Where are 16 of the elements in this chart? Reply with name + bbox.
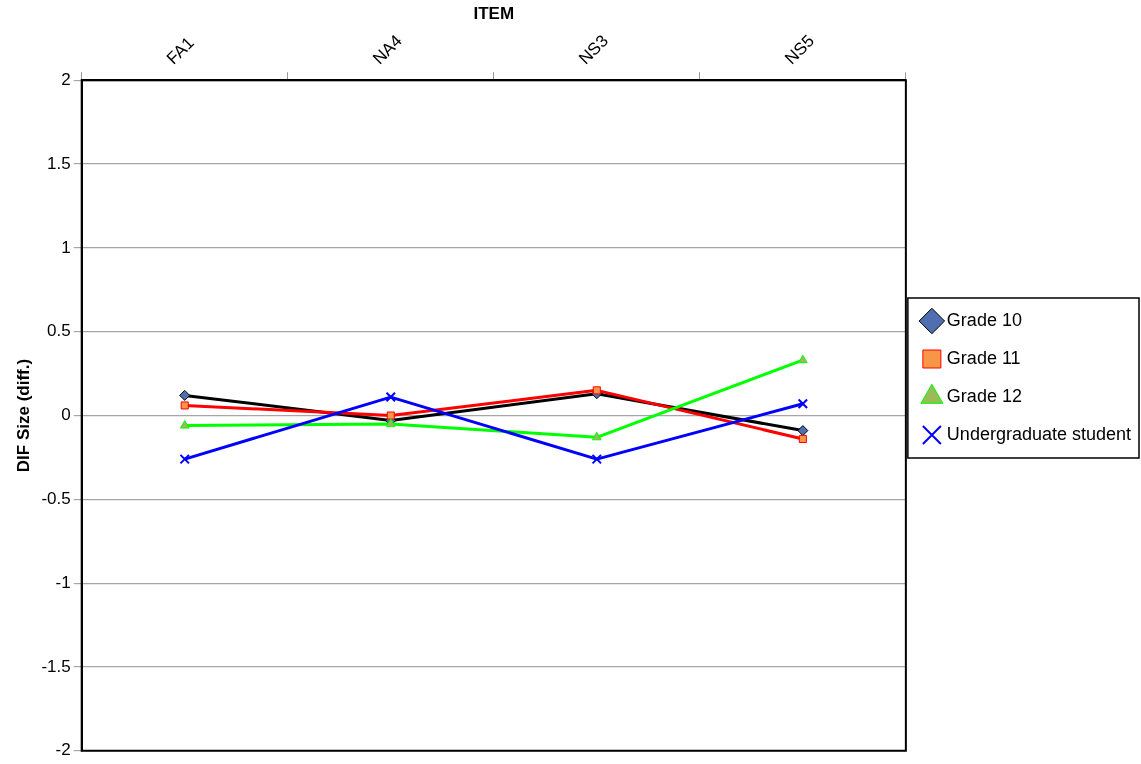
legend-label: Grade 11 <box>946 347 1021 368</box>
x-axis-title: ITEM <box>473 3 515 23</box>
y-tick-label: 2 <box>61 69 71 89</box>
legend-label: Grade 10 <box>946 309 1022 330</box>
y-tick-label: -1 <box>55 572 71 592</box>
y-axis-title: DIF Size (diff.) <box>13 358 33 473</box>
y-tick-label: -2 <box>55 740 71 760</box>
y-tick-label: 1 <box>61 237 71 257</box>
legend-label: Undergraduate student <box>946 423 1132 444</box>
y-tick-label: 1.5 <box>47 153 71 173</box>
y-tick-label: -1.5 <box>41 656 71 676</box>
y-tick-label: 0.5 <box>47 321 71 341</box>
y-tick-label: -0.5 <box>41 489 71 509</box>
legend-label: Grade 12 <box>946 385 1022 406</box>
y-tick-label: 0 <box>61 405 71 425</box>
x-tick-label: FA1 <box>163 33 198 69</box>
